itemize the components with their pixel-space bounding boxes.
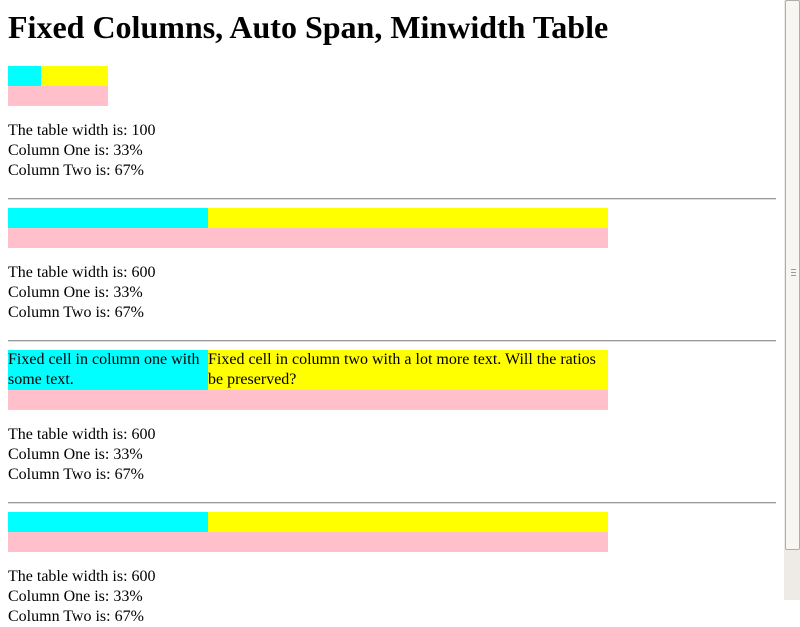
separator	[8, 198, 776, 200]
section: Fixed cell in column one with some text.…	[8, 350, 776, 504]
description-line: The table width is: 600	[8, 264, 156, 281]
description: The table width is: 600 Column One is: 33…	[8, 425, 776, 485]
separator	[8, 502, 776, 504]
table-row	[8, 208, 776, 228]
page-body: Fixed Columns, Auto Span, Minwidth Table…	[8, 0, 800, 625]
table-row	[8, 66, 776, 86]
description-line: Column One is: 33%	[8, 142, 143, 159]
description-line: Column Two is: 67%	[8, 608, 144, 625]
description-line: Column One is: 33%	[8, 446, 143, 463]
span-row	[8, 532, 608, 552]
layout-table: Fixed cell in column one with some text.…	[8, 350, 776, 410]
section: The table width is: 600 Column One is: 33…	[8, 208, 776, 342]
span-row	[8, 228, 608, 248]
layout-table	[8, 208, 776, 248]
description-line: Column Two is: 67%	[8, 466, 144, 483]
table-cell	[8, 66, 41, 86]
description-line: Column Two is: 67%	[8, 304, 144, 321]
table-cell	[208, 208, 608, 228]
description-line: Column One is: 33%	[8, 284, 143, 301]
description-line: The table width is: 600	[8, 568, 156, 585]
table-cell: Fixed cell in column one with some text.	[8, 350, 208, 390]
description: The table width is: 100 Column One is: 33…	[8, 121, 776, 181]
description: The table width is: 600 Column One is: 33…	[8, 263, 776, 323]
description: The table width is: 600 Column One is: 33…	[8, 567, 776, 627]
span-row	[8, 390, 608, 410]
description-line: Column One is: 33%	[8, 588, 143, 605]
table-cell	[208, 512, 608, 532]
page-title: Fixed Columns, Auto Span, Minwidth Table	[8, 9, 609, 45]
scrollbar[interactable]	[784, 0, 800, 600]
table-cell	[8, 208, 208, 228]
description-line: The table width is: 600	[8, 426, 156, 443]
table-row: Fixed cell in column one with some text.…	[8, 350, 776, 390]
table-cell	[8, 512, 208, 532]
page: {"header": {"title": "Fixed Columns, Aut…	[8, 0, 800, 625]
span-row	[8, 86, 108, 106]
layout-table	[8, 66, 776, 106]
description-line: Column Two is: 67%	[8, 162, 144, 179]
table-cell: Fixed cell in column two with a lot more…	[208, 350, 608, 390]
section: The table width is: 600 Column One is: 33…	[8, 512, 776, 627]
layout-table	[8, 512, 776, 552]
section: The table width is: 100 Column One is: 33…	[8, 66, 776, 200]
table-row	[8, 512, 776, 532]
description-line: The table width is: 100	[8, 122, 156, 139]
separator	[8, 340, 776, 342]
grip	[791, 269, 796, 277]
scroll-thumb[interactable]	[785, 0, 800, 550]
table-cell	[41, 66, 108, 86]
